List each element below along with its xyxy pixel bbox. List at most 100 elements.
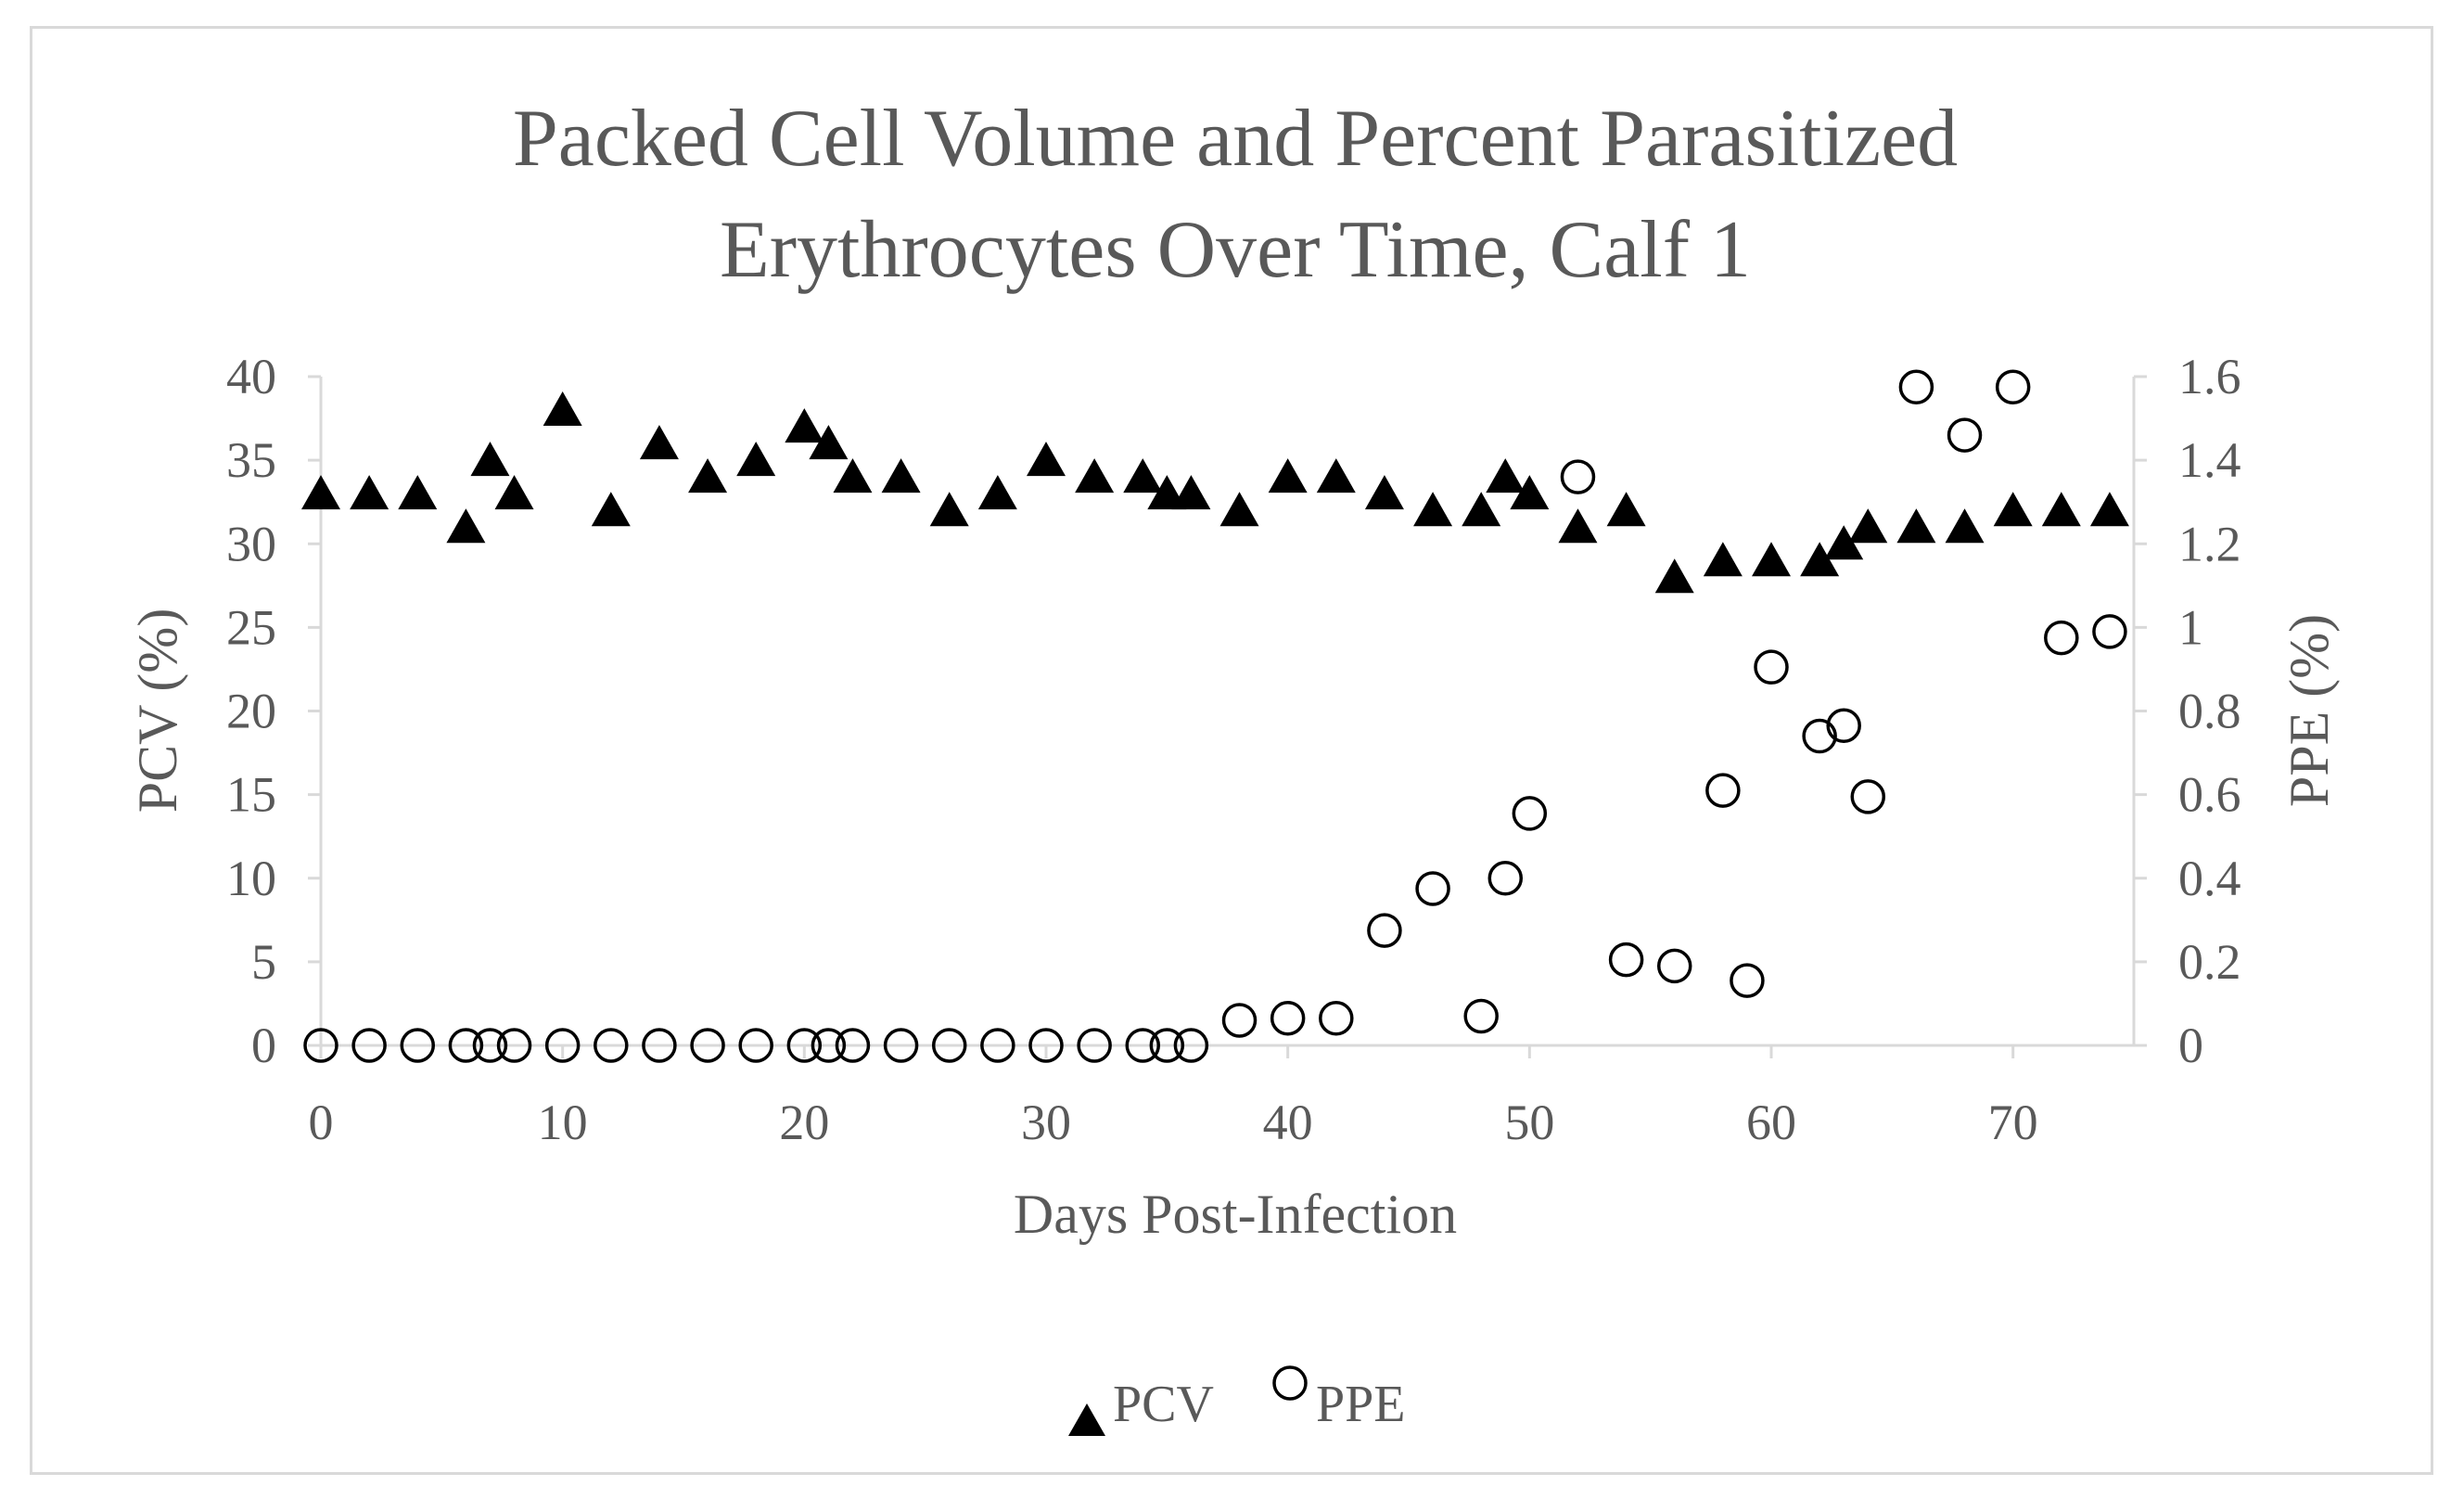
ppe-point: [1077, 1028, 1112, 1063]
y2-tick-label: 1.4: [2178, 432, 2241, 488]
x-tick-label: 0: [309, 1095, 334, 1150]
pcv-point: [591, 492, 631, 527]
ppe-point: [1826, 708, 1861, 744]
y-tick-label: 25: [226, 599, 276, 655]
pcv-point: [2041, 492, 2081, 527]
ppe-point: [2044, 620, 2079, 656]
ppe-point: [1173, 1028, 1209, 1063]
x-tick-label: 10: [538, 1095, 588, 1150]
ppe-point: [1221, 1003, 1258, 1038]
pcv-point: [1848, 508, 1888, 544]
pcv-point: [977, 475, 1017, 510]
pcv-point: [350, 475, 389, 510]
pcv-point: [1824, 525, 1864, 560]
pcv-point: [1316, 458, 1356, 493]
ppe-point: [496, 1028, 532, 1063]
ppe-point: [642, 1028, 677, 1063]
pcv-point: [2089, 492, 2129, 527]
pcv-point: [1558, 508, 1598, 544]
pcv-point: [494, 475, 534, 510]
ppe-point: [690, 1028, 725, 1063]
axes: [319, 377, 2136, 1047]
ppe-point: [1560, 459, 1596, 494]
ppe-point: [1463, 998, 1499, 1034]
y-tick-label: 20: [226, 684, 276, 739]
series-pcv: [301, 391, 2129, 594]
pcv-point: [1268, 458, 1308, 493]
ppe-point: [303, 1028, 338, 1063]
x-tick-label: 50: [1504, 1095, 1554, 1150]
ppe-point: [980, 1028, 1015, 1063]
pcv-point: [1219, 492, 1259, 527]
ppe-point: [1487, 861, 1524, 896]
ppe-point: [1125, 1028, 1161, 1063]
ppe-point: [1149, 1028, 1185, 1063]
pcv-point: [1123, 458, 1163, 493]
pcv-point: [688, 458, 728, 493]
pcv-point: [1075, 458, 1115, 493]
left-y-axis-ticks: 0 5 10 15 20 25 30 35 40: [226, 349, 321, 1073]
pcv-point: [1993, 492, 2033, 527]
x-tick-label: 70: [1988, 1095, 2038, 1150]
ppe-point: [1512, 796, 1548, 831]
x-tick-label: 60: [1746, 1095, 1796, 1150]
y2-tick-label: 0: [2178, 1018, 2203, 1073]
x-axis-title: Days Post-Infection: [1014, 1184, 1457, 1245]
pcv-point: [446, 508, 486, 544]
ppe-point: [1802, 718, 1837, 754]
pcv-point: [1171, 475, 1211, 510]
ppe-point: [1028, 1028, 1064, 1063]
ppe-point: [400, 1028, 436, 1063]
y2-tick-label: 0.8: [2178, 684, 2241, 739]
legend-pcv-triangle-icon: [1068, 1403, 1105, 1436]
ppe-point: [1656, 948, 1692, 984]
ppe-point: [594, 1028, 629, 1063]
ppe-point: [1995, 369, 2031, 405]
ppe-point: [835, 1028, 871, 1063]
ppe-point: [351, 1028, 387, 1063]
pcv-point: [736, 442, 776, 477]
pcv-point: [398, 475, 438, 510]
y-tick-label: 15: [226, 767, 276, 823]
x-tick-label: 20: [779, 1095, 829, 1150]
y-tick-label: 10: [226, 851, 276, 906]
ppe-point: [1947, 417, 1983, 453]
y2-tick-label: 1.6: [2178, 349, 2241, 404]
y-tick-label: 35: [226, 432, 276, 488]
y2-tick-label: 0.6: [2178, 767, 2241, 823]
ppe-point: [448, 1028, 484, 1063]
pcv-point: [881, 458, 921, 493]
pcv-point: [785, 408, 824, 443]
pcv-point: [1896, 508, 1936, 544]
pcv-point: [301, 475, 340, 510]
y-tick-label: 0: [251, 1018, 276, 1073]
pcv-point: [1364, 475, 1404, 510]
pcv-point: [1486, 458, 1526, 493]
left-y-axis-title: PCV (%): [127, 609, 188, 814]
ppe-point: [1367, 913, 1402, 948]
right-y-axis-ticks: 0 0.2 0.4 0.6 0.8 1 1.2 1.4 1.6: [2134, 349, 2241, 1073]
x-tick-label: 40: [1263, 1095, 1313, 1150]
chart-title: Packed Cell Volume and Percent Parasitiz…: [513, 94, 1958, 295]
y2-tick-label: 1: [2178, 599, 2203, 655]
ppe-point: [811, 1028, 847, 1063]
pcv-point: [543, 391, 582, 427]
ppe-point: [1898, 369, 1934, 405]
legend: PCV PPE: [1068, 1365, 1406, 1436]
chart-title-line-1: Packed Cell Volume and Percent Parasitiz…: [513, 94, 1958, 184]
pcv-point: [1800, 542, 1840, 577]
pcv-point: [639, 425, 679, 460]
pcv-point: [1413, 492, 1453, 527]
legend-label-pcv: PCV: [1113, 1376, 1214, 1433]
ppe-point: [2092, 614, 2127, 649]
right-y-axis-title: PPE (%): [2279, 614, 2340, 807]
y-tick-label: 30: [226, 516, 276, 571]
pcv-point: [1510, 475, 1550, 510]
ppe-point: [1730, 963, 1765, 998]
ppe-point: [1319, 1000, 1354, 1036]
pcv-point: [1945, 508, 1985, 544]
ppe-point: [1705, 773, 1741, 808]
ppe-point: [1754, 649, 1789, 685]
ppe-point: [1850, 779, 1886, 814]
